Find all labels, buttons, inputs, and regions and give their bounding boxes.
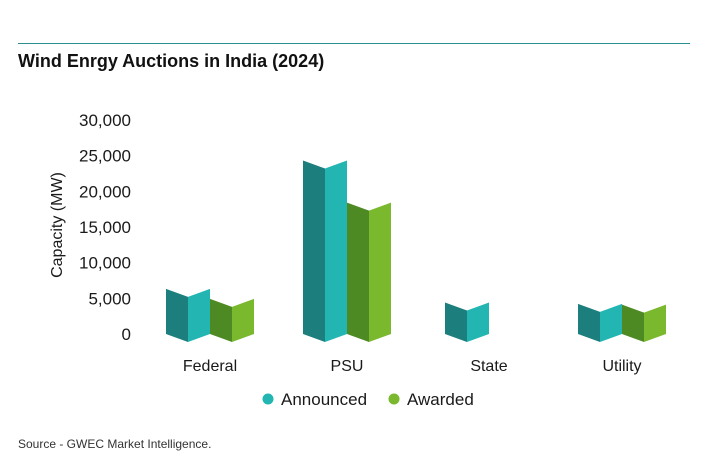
y-axis-ticks: 0 5,000 10,000 15,000 20,000 25,000 30,000: [79, 111, 131, 344]
bar-state-announced: [445, 302, 489, 342]
y-tick-label: 0: [122, 325, 131, 344]
bar-left-panel: [210, 298, 232, 342]
bar-left-panel: [445, 302, 467, 342]
bar-psu-awarded: [347, 202, 391, 342]
legend-item-awarded: Awarded: [388, 390, 474, 409]
bars-group: [166, 160, 666, 342]
chart-title: Wind Enrgy Auctions in India (2024): [18, 51, 325, 71]
y-tick-label: 15,000: [79, 218, 131, 237]
bar-utility-announced: [578, 303, 622, 342]
y-tick-label: 20,000: [79, 182, 131, 201]
bar-utility-awarded: [622, 304, 666, 342]
bar-right-panel: [188, 288, 210, 342]
category-label-state: State: [470, 358, 507, 375]
y-tick-label: 25,000: [79, 147, 131, 166]
bar-federal-announced: [166, 288, 210, 342]
legend-item-announced: Announced: [262, 390, 367, 409]
bar-left-panel: [166, 288, 188, 342]
category-labels: Federal PSU State Utility: [183, 358, 642, 375]
bar-right-panel: [600, 303, 622, 342]
bar-left-panel: [303, 160, 325, 342]
bar-right-panel: [325, 160, 347, 342]
legend-label: Awarded: [407, 390, 474, 409]
category-label-psu: PSU: [331, 358, 364, 375]
source-note: Source - GWEC Market Intelligence.: [18, 437, 212, 451]
bar-right-panel: [232, 298, 254, 342]
category-label-utility: Utility: [602, 358, 641, 375]
bar-federal-awarded: [210, 298, 254, 342]
bar-left-panel: [622, 304, 644, 342]
category-label-federal: Federal: [183, 358, 237, 375]
y-axis-label: Capacity (MW): [49, 172, 66, 278]
y-tick-label: 30,000: [79, 111, 131, 130]
legend: Announced Awarded: [262, 390, 474, 409]
top-rule: [18, 43, 690, 44]
legend-label: Announced: [281, 390, 367, 409]
bar-psu-announced: [303, 160, 347, 342]
legend-swatch: [262, 393, 274, 405]
bar-right-panel: [369, 202, 391, 342]
y-tick-label: 10,000: [79, 254, 131, 273]
bar-right-panel: [467, 302, 489, 342]
bar-left-panel: [578, 303, 600, 342]
legend-swatch: [388, 393, 400, 405]
y-tick-label: 5,000: [88, 289, 131, 308]
bar-right-panel: [644, 304, 666, 342]
bar-left-panel: [347, 202, 369, 342]
